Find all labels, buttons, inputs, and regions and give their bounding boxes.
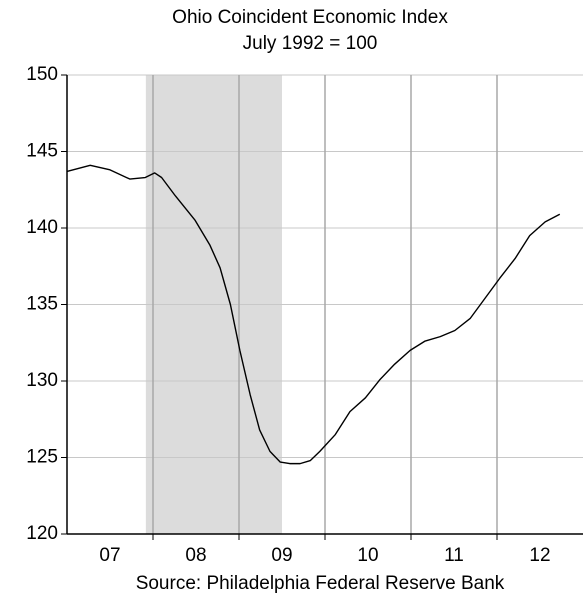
y-tick-label: 140: [26, 217, 58, 238]
y-tick-label: 150: [26, 64, 58, 85]
index-line: [66, 164, 561, 465]
y-tick-label: 135: [26, 294, 58, 315]
y-tick-label: 130: [26, 370, 58, 391]
chart-subtitle: July 1992 = 100: [243, 33, 378, 54]
source-note: Source: Philadelphia Federal Reserve Ban…: [136, 573, 505, 594]
x-tick-label: 09: [271, 545, 292, 566]
chart-title: Ohio Coincident Economic Index: [172, 7, 448, 28]
y-tick-label: 125: [26, 447, 58, 468]
x-tick-label: 08: [185, 545, 206, 566]
y-tick-label: 145: [26, 141, 58, 162]
x-tick-label: 12: [529, 545, 550, 566]
y-tick-label: 120: [26, 523, 58, 544]
x-tick-label: 11: [444, 545, 464, 566]
x-tick-label: 10: [357, 545, 378, 566]
x-tick-label: 07: [99, 545, 120, 566]
